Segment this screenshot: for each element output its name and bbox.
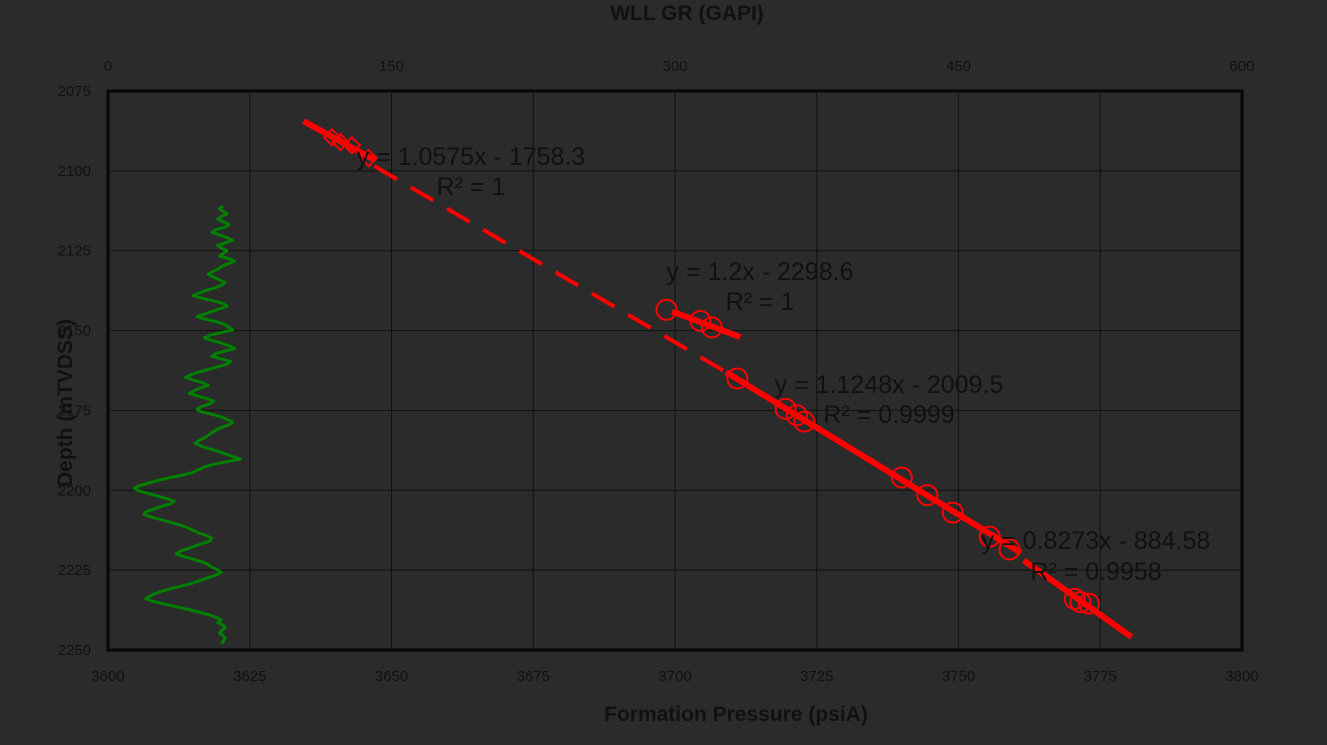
x2-tick-label: 600 — [1229, 58, 1254, 75]
data-point-circle — [1069, 591, 1092, 614]
x2-tick-label: 450 — [946, 58, 971, 75]
data-point-circle — [774, 397, 797, 420]
data-point-circle — [689, 309, 712, 332]
y-tick-label: 2125 — [58, 243, 91, 260]
gridlines — [107, 90, 1243, 651]
y-tick-label: 2150 — [58, 323, 91, 340]
y-tick-label: 2175 — [58, 402, 91, 419]
x-tick-label: 3650 — [375, 668, 408, 685]
fit-r2-3: R² = 0.9999 — [823, 401, 954, 429]
data-point-circle — [785, 404, 808, 427]
data-point-diamond — [342, 135, 362, 155]
fit-r2-1: R² = 1 — [437, 173, 506, 201]
trendline-2 — [671, 308, 742, 340]
x-tick-label: 3775 — [1084, 668, 1117, 685]
x-axis-ticks: 3600 3625 3650 3675 3700 3725 3750 3775 3800 — [91, 668, 1258, 685]
x-tick-label: 3725 — [800, 668, 833, 685]
data-point-diamond — [359, 148, 379, 168]
data-point-diamond — [322, 127, 342, 147]
x-tick-label: 3700 — [658, 668, 691, 685]
y-axis-ticks: 2075 2100 2125 2150 2175 2200 2225 2250 — [58, 83, 91, 659]
x2-axis-ticks: 0 150 300 450 600 — [104, 58, 1255, 75]
x-tick-label: 3675 — [517, 668, 550, 685]
fit-equation-3: y = 1.1248x - 2009.5 — [775, 371, 1004, 399]
y-tick-label: 2250 — [58, 642, 91, 659]
y-tick-label: 2200 — [58, 482, 91, 499]
data-point-circle — [998, 538, 1021, 561]
data-point-circle — [655, 298, 678, 321]
x2-tick-label: 300 — [662, 58, 687, 75]
y-axis-title: Depth (mTVDSS) — [54, 319, 77, 487]
y-tick-label: 2100 — [58, 163, 91, 180]
data-point-circle — [890, 466, 913, 489]
x-tick-label: 3750 — [942, 668, 975, 685]
fit-r2-2: R² = 1 — [726, 288, 795, 316]
data-point-circle — [941, 501, 964, 524]
trendlines — [302, 118, 1134, 640]
data-point-circle — [978, 525, 1001, 548]
y-tick-label: 2225 — [58, 562, 91, 579]
data-point-circle — [793, 410, 816, 433]
x-tick-label: 3600 — [91, 668, 124, 685]
gamma-ray-curve — [133, 204, 242, 645]
trendline-1 — [302, 118, 376, 163]
y-tick-label: 2075 — [58, 83, 91, 100]
x2-tick-label: 0 — [104, 58, 112, 75]
gamma-ray-curve-group — [133, 204, 242, 645]
fit-r2-4: R² = 0.9958 — [1030, 558, 1161, 586]
data-point-circle — [1077, 592, 1100, 615]
data-markers — [322, 127, 1100, 615]
x2-tick-label: 150 — [379, 58, 404, 75]
data-point-circle — [916, 484, 939, 507]
trendline-extension-dashed — [373, 164, 728, 374]
x-axis-title: Formation Pressure (psiA) — [604, 703, 868, 726]
trendline-4 — [1021, 557, 1134, 640]
data-point-diamond — [331, 132, 350, 152]
x-tick-label: 3625 — [233, 668, 266, 685]
data-point-circle — [726, 367, 749, 390]
data-point-circle — [700, 316, 723, 339]
fit-equation-2: y = 1.2x - 2298.6 — [667, 258, 854, 286]
fit-equation-4: y = 0.8273x - 884.58 — [982, 527, 1211, 555]
data-point-circle — [1063, 587, 1086, 610]
trendline-3 — [724, 369, 1023, 556]
x2-axis-title: WLL GR (GAPI) — [610, 2, 764, 25]
fit-equation-1: y = 1.0575x - 1758.3 — [357, 143, 586, 171]
x-tick-label: 3800 — [1225, 668, 1258, 685]
